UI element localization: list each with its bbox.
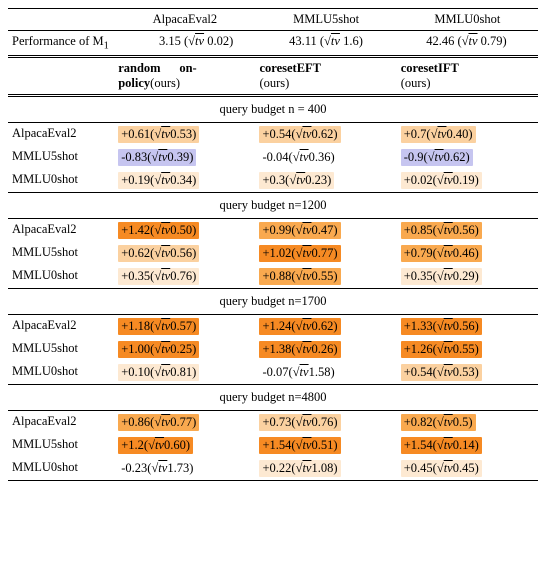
data-cell: +1.54(√tv0.14) bbox=[397, 434, 538, 457]
method-0: random on- policy(ours) bbox=[114, 56, 255, 95]
perf-val-1: 43.11 (√tv 1.6) bbox=[257, 31, 395, 55]
data-cell: +0.61(√tv0.53) bbox=[114, 122, 255, 146]
data-cell: +0.10(√tv0.81) bbox=[114, 361, 255, 385]
data-cell: +1.26(√tv0.55) bbox=[397, 338, 538, 361]
data-cell: +0.73(√tv0.76) bbox=[255, 410, 396, 434]
row-label: MMLU5shot bbox=[8, 338, 114, 361]
section-title: query budget n=4800 bbox=[8, 384, 538, 410]
data-cell: +0.02(√tv0.19) bbox=[397, 169, 538, 193]
data-cell: +1.24(√tv0.62) bbox=[255, 314, 396, 338]
data-cell: +1.54(√tv0.51) bbox=[255, 434, 396, 457]
data-cell: +0.7(√tv0.40) bbox=[397, 122, 538, 146]
header-col-0: AlpacaEval2 bbox=[114, 9, 255, 31]
table-row: AlpacaEval2+0.86(√tv0.77)+0.73(√tv0.76)+… bbox=[8, 410, 538, 434]
data-cell: +1.42(√tv0.50) bbox=[114, 218, 255, 242]
row-label: AlpacaEval2 bbox=[8, 314, 114, 338]
data-cell: +0.79(√tv0.46) bbox=[397, 242, 538, 265]
row-label: AlpacaEval2 bbox=[8, 410, 114, 434]
perf-label: Performance of M1 bbox=[8, 31, 135, 55]
data-cell: +1.2(√tv0.60) bbox=[114, 434, 255, 457]
data-cell: -0.23(√tv1.73) bbox=[114, 457, 255, 481]
data-cell: +0.86(√tv0.77) bbox=[114, 410, 255, 434]
data-cell: +0.54(√tv0.53) bbox=[397, 361, 538, 385]
table-row: AlpacaEval2+1.18(√tv0.57)+1.24(√tv0.62)+… bbox=[8, 314, 538, 338]
header-col-2: MMLU0shot bbox=[397, 9, 538, 31]
table-row: MMLU5shot+0.62(√tv0.56)+1.02(√tv0.77)+0.… bbox=[8, 242, 538, 265]
data-cell: -0.04(√tv0.36) bbox=[255, 146, 396, 169]
methods-row: random on- policy(ours) coresetEFT (ours… bbox=[8, 56, 538, 95]
data-cell: +0.35(√tv0.76) bbox=[114, 265, 255, 289]
data-cell: +0.54(√tv0.62) bbox=[255, 122, 396, 146]
data-cell: -0.9(√tv0.62) bbox=[397, 146, 538, 169]
data-cell: +1.02(√tv0.77) bbox=[255, 242, 396, 265]
data-cell: +1.18(√tv0.57) bbox=[114, 314, 255, 338]
section-title-row: query budget n=4800 bbox=[8, 384, 538, 410]
section-title: query budget n=1700 bbox=[8, 288, 538, 314]
row-label: MMLU0shot bbox=[8, 265, 114, 289]
perf-val-0: 3.15 (√tv 0.02) bbox=[135, 31, 257, 55]
perf-val-2: 42.46 (√tv 0.79) bbox=[395, 31, 538, 55]
data-cell: +1.38(√tv0.26) bbox=[255, 338, 396, 361]
table-row: AlpacaEval2+0.61(√tv0.53)+0.54(√tv0.62)+… bbox=[8, 122, 538, 146]
header-col-1: MMLU5shot bbox=[255, 9, 396, 31]
row-label: MMLU0shot bbox=[8, 169, 114, 193]
data-cell: +0.82(√tv0.5) bbox=[397, 410, 538, 434]
section-title-row: query budget n=1200 bbox=[8, 192, 538, 218]
section-title-row: query budget n=1700 bbox=[8, 288, 538, 314]
row-label: MMLU0shot bbox=[8, 457, 114, 481]
data-cell: -0.07(√tv1.58) bbox=[255, 361, 396, 385]
data-cell: +0.62(√tv0.56) bbox=[114, 242, 255, 265]
row-label: MMLU0shot bbox=[8, 361, 114, 385]
data-cell: -0.83(√tv0.39) bbox=[114, 146, 255, 169]
table-row: MMLU0shot+0.35(√tv0.76)+0.88(√tv0.55)+0.… bbox=[8, 265, 538, 289]
results-table: AlpacaEval2 MMLU5shot MMLU0shot Performa… bbox=[8, 8, 538, 481]
data-cell: +0.99(√tv0.47) bbox=[255, 218, 396, 242]
data-cell: +0.45(√tv0.45) bbox=[397, 457, 538, 481]
data-cell: +0.88(√tv0.55) bbox=[255, 265, 396, 289]
data-cell: +0.19(√tv0.34) bbox=[114, 169, 255, 193]
data-cell: +1.33(√tv0.56) bbox=[397, 314, 538, 338]
data-cell: +0.85(√tv0.56) bbox=[397, 218, 538, 242]
table-row: MMLU0shot+0.19(√tv0.34)+0.3(√tv0.23)+0.0… bbox=[8, 169, 538, 193]
section-title-row: query budget n = 400 bbox=[8, 95, 538, 122]
data-cell: +1.00(√tv0.25) bbox=[114, 338, 255, 361]
data-cell: +0.3(√tv0.23) bbox=[255, 169, 396, 193]
method-1: coresetEFT (ours) bbox=[255, 56, 396, 95]
method-2: coresetIFT (ours) bbox=[397, 56, 538, 95]
table-row: MMLU5shot+1.2(√tv0.60)+1.54(√tv0.51)+1.5… bbox=[8, 434, 538, 457]
table-row: MMLU5shot-0.83(√tv0.39)-0.04(√tv0.36)-0.… bbox=[8, 146, 538, 169]
table-row: AlpacaEval2+1.42(√tv0.50)+0.99(√tv0.47)+… bbox=[8, 218, 538, 242]
header-row: AlpacaEval2 MMLU5shot MMLU0shot bbox=[8, 9, 538, 31]
performance-row: Performance of M1 3.15 (√tv 0.02) 43.11 … bbox=[8, 31, 538, 57]
row-label: MMLU5shot bbox=[8, 434, 114, 457]
section-title: query budget n=1200 bbox=[8, 192, 538, 218]
row-label: AlpacaEval2 bbox=[8, 122, 114, 146]
section-title: query budget n = 400 bbox=[8, 95, 538, 122]
table-row: MMLU0shot-0.23(√tv1.73)+0.22(√tv1.08)+0.… bbox=[8, 457, 538, 481]
row-label: MMLU5shot bbox=[8, 146, 114, 169]
table-row: MMLU0shot+0.10(√tv0.81)-0.07(√tv1.58)+0.… bbox=[8, 361, 538, 385]
data-cell: +0.22(√tv1.08) bbox=[255, 457, 396, 481]
row-label: AlpacaEval2 bbox=[8, 218, 114, 242]
table-row: MMLU5shot+1.00(√tv0.25)+1.38(√tv0.26)+1.… bbox=[8, 338, 538, 361]
row-label: MMLU5shot bbox=[8, 242, 114, 265]
data-cell: +0.35(√tv0.29) bbox=[397, 265, 538, 289]
